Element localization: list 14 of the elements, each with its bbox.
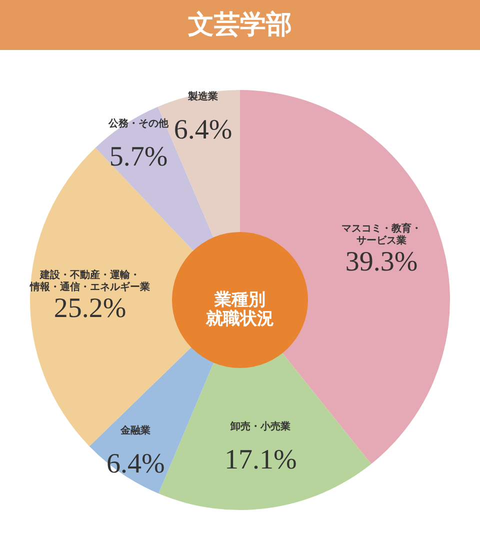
slice-label: 製造業 (187, 90, 218, 103)
data-label: 6.4% (174, 114, 232, 146)
data-label: 17.1% (224, 444, 297, 476)
slice-label: 公務・その他 (108, 117, 170, 130)
data-label: 6.4% (106, 448, 165, 480)
text: 業種別就職状況 (205, 290, 274, 329)
data-label: 5.7% (109, 141, 168, 172)
slice-label: 建設・不動産・運輸・情報・通信・エネルギー業 (29, 268, 150, 293)
data-label: 39.3% (345, 246, 418, 278)
chart-title: 文芸学部 (188, 10, 292, 40)
slice-label: マスコミ・教育・サービス業 (342, 222, 422, 246)
slice-label: 卸売・小売業 (230, 420, 291, 433)
slice-label: 金融業 (120, 424, 151, 437)
data-label: 25.2% (54, 292, 126, 324)
